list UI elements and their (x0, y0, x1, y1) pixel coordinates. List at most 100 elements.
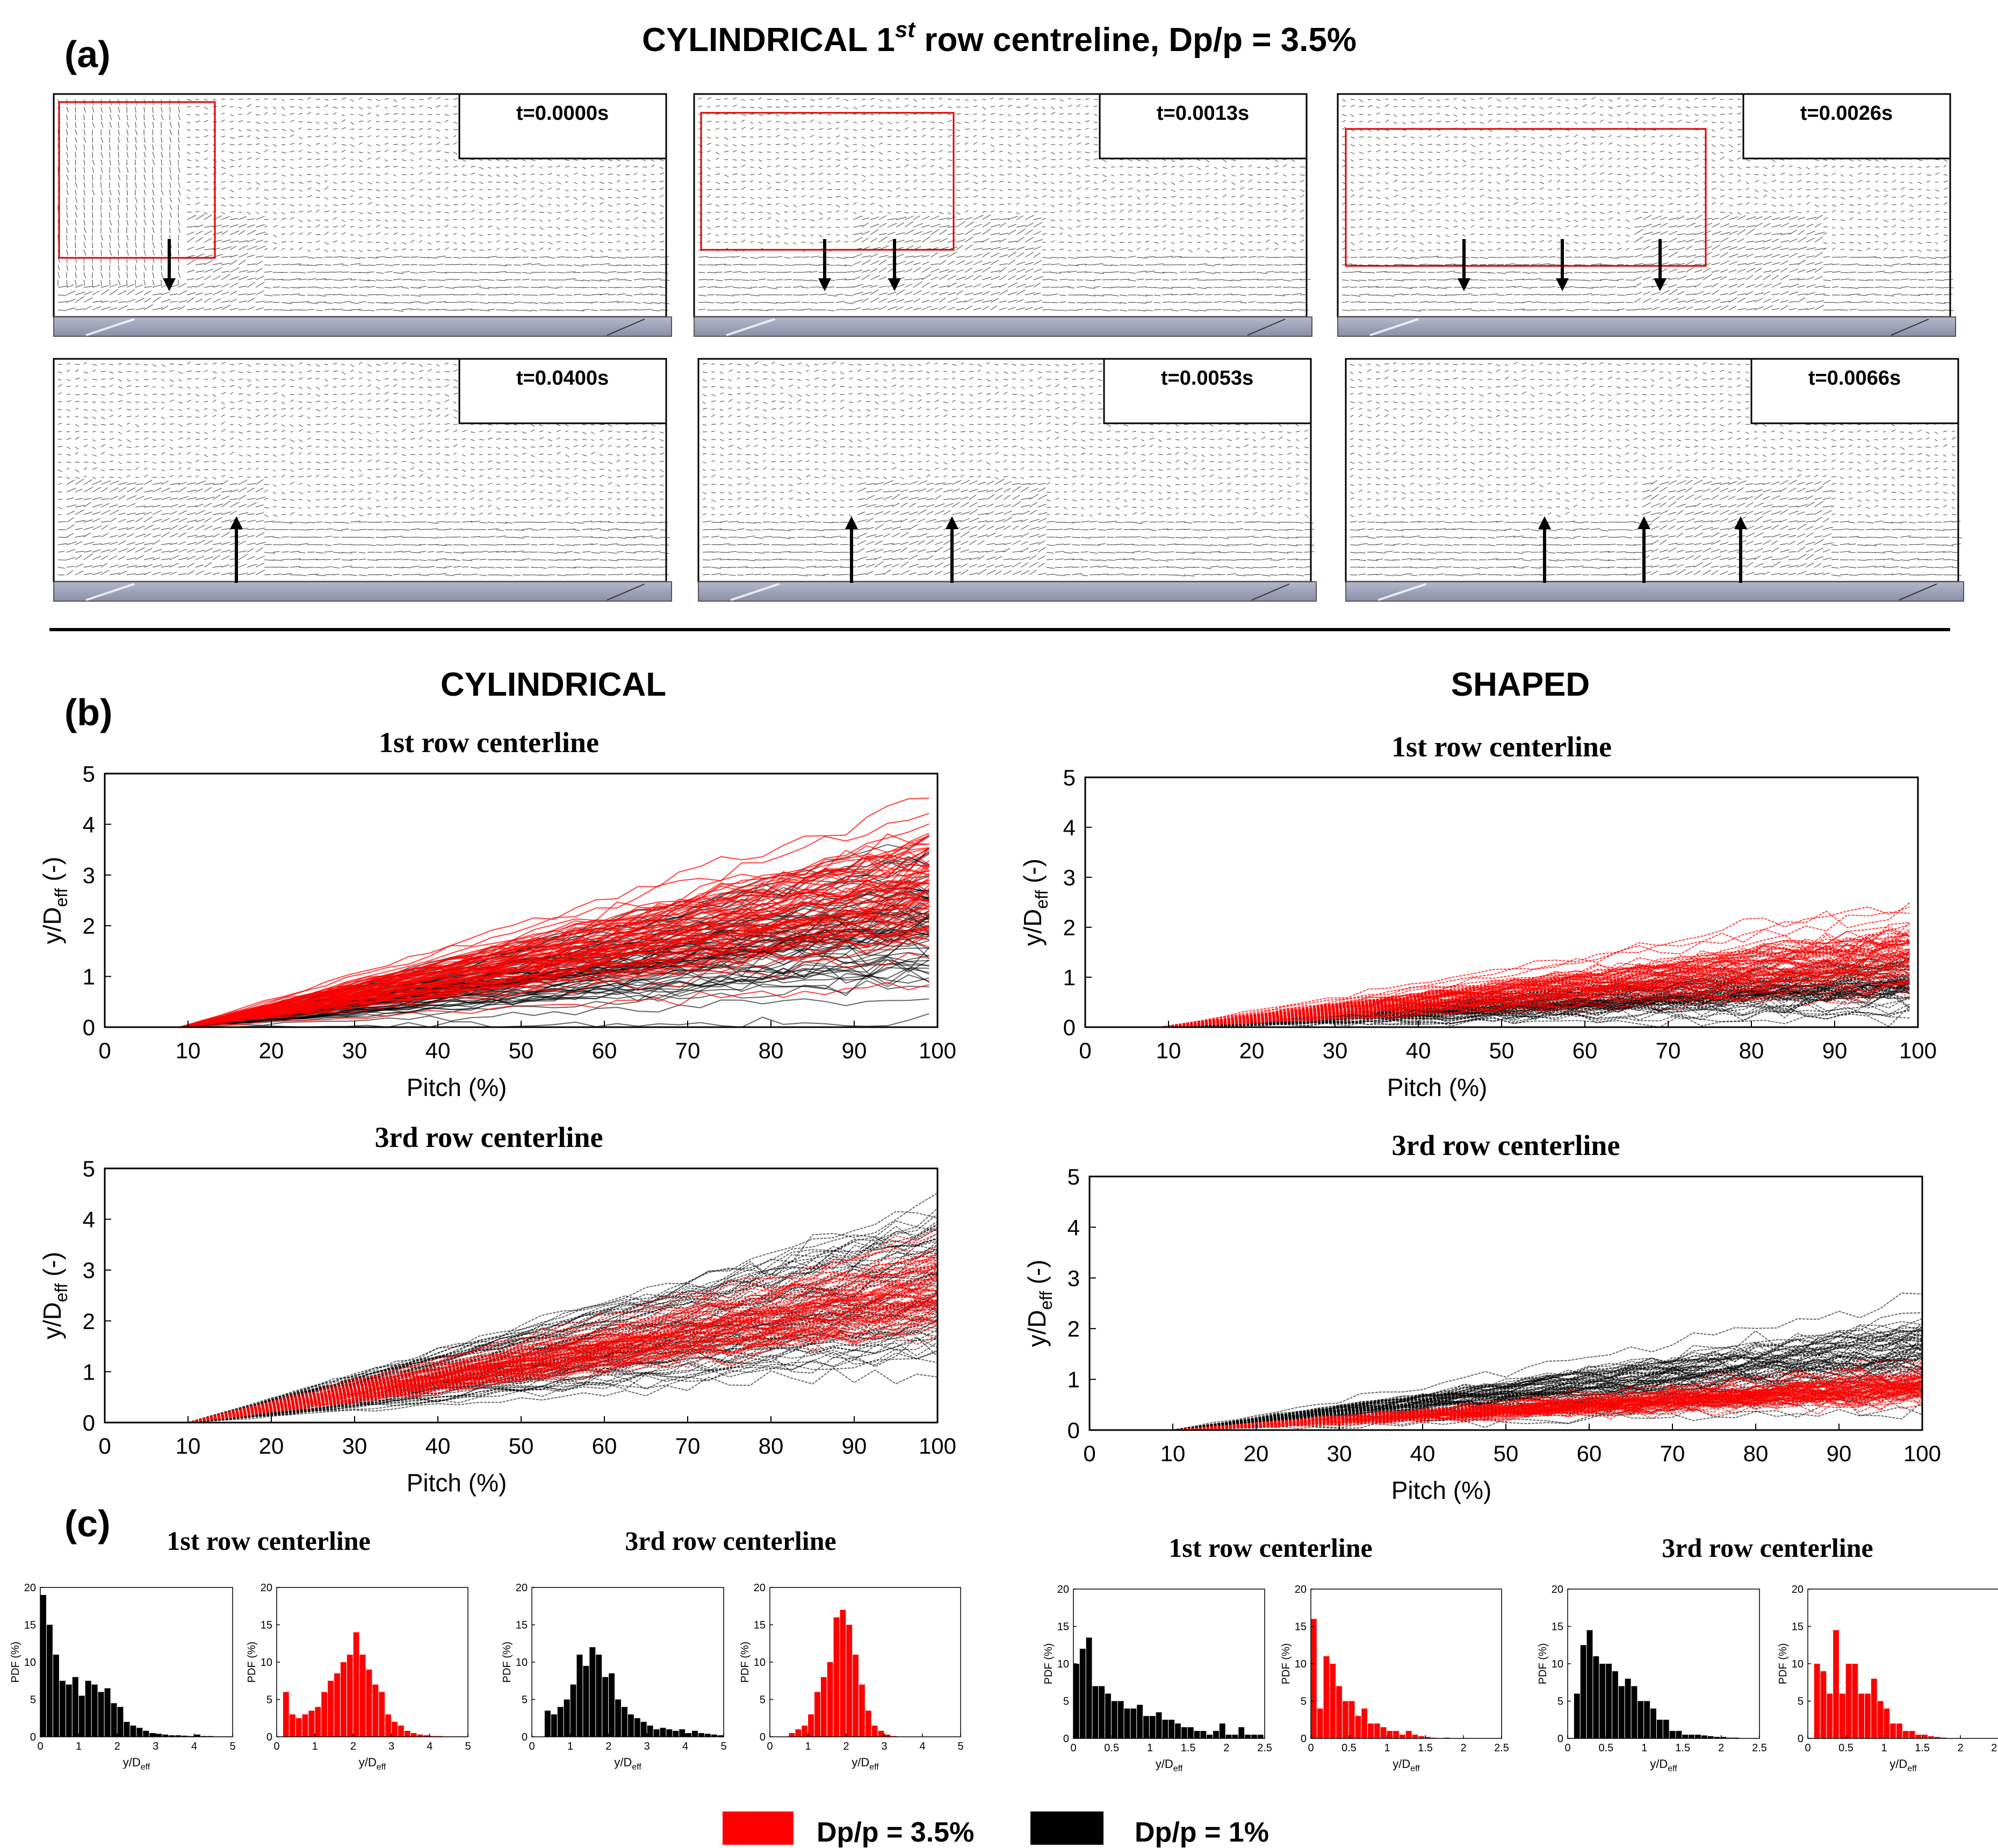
trajectory-line-red (179, 797, 929, 1027)
y-tick-label: 2 (83, 913, 95, 939)
x-tick-label: 10 (1156, 1038, 1181, 1063)
histogram-bar (840, 1609, 846, 1737)
y-tick-label: 3 (83, 1258, 95, 1283)
y-tick-label: 4 (83, 812, 95, 837)
trajectory-line-black (179, 1013, 929, 1027)
histogram-bar (1079, 1649, 1086, 1738)
trajectory-line-red (187, 1233, 937, 1423)
x-tick-label: 70 (675, 1433, 701, 1459)
histogram-bar (871, 1726, 878, 1737)
histogram-y-label: PDF (%) (10, 1642, 21, 1683)
histogram-y-tick-label: 10 (1552, 1658, 1563, 1670)
histogram-x-tick-label: 0.5 (1104, 1742, 1119, 1754)
histogram-bar (1676, 1731, 1682, 1738)
x-tick-label: 80 (759, 1433, 784, 1459)
x-tick-label: 0 (1079, 1038, 1091, 1063)
histogram-bar (417, 1734, 423, 1737)
trajectory-line-red (179, 900, 929, 1027)
trajectory-line-red (1160, 937, 1910, 1027)
piv-frame: t=0.0066s (1345, 358, 1964, 602)
trajectory-line-red (179, 882, 929, 1027)
time-label: t=0.0000s (516, 102, 609, 125)
trajectory-line-red (1172, 1375, 1922, 1430)
x-tick-label: 0 (98, 1433, 111, 1459)
histogram-x-label-main: y/D (614, 1756, 632, 1769)
histogram-bar (59, 1680, 66, 1737)
histogram-bar (789, 1733, 795, 1737)
histogram-x-tick-label: 2 (605, 1741, 611, 1752)
histogram-bar (802, 1726, 808, 1737)
panel-c-label: (c) (64, 1503, 111, 1544)
histogram-x-tick-label: 0 (273, 1741, 279, 1752)
histogram-y-tick-label: 5 (760, 1694, 766, 1706)
histogram-bar (46, 1625, 53, 1737)
quiver-vectors (1341, 96, 1954, 312)
x-tick-label: 60 (1573, 1038, 1598, 1063)
y-axis-label-main: y/D (1023, 1310, 1051, 1347)
histogram-bar (1714, 1737, 1720, 1738)
histogram-bar (1393, 1731, 1400, 1738)
histogram-bar (1852, 1664, 1858, 1738)
x-tick-label: 0 (1083, 1441, 1095, 1466)
roi-box (58, 101, 216, 259)
trajectory-line-red (187, 1254, 937, 1423)
time-box (458, 358, 667, 424)
histogram-bar (1149, 1716, 1156, 1738)
pdf-histogram: 0 0.5 1 1.5 2 2.5 0 5 10 15 20 y/Deff PDF (%) (1280, 1584, 1509, 1773)
histogram-bar (334, 1673, 340, 1737)
histogram-bar (589, 1647, 596, 1737)
y-tick-label: 1 (83, 964, 95, 990)
histogram-bar (1342, 1701, 1348, 1738)
histogram-y-tick-label: 20 (516, 1582, 528, 1594)
histogram-bar (194, 1734, 200, 1737)
trajectory-line-red (179, 903, 929, 1027)
histogram-bar (853, 1655, 859, 1737)
panel-b-label: (b) (64, 691, 112, 733)
x-tick-label: 50 (509, 1433, 534, 1459)
histogram-x-label-sub: eff (141, 1763, 150, 1772)
y-tick-label: 5 (83, 1156, 95, 1181)
trajectory-line-red (187, 1300, 937, 1423)
histogram-bar (1317, 1708, 1323, 1738)
y-axis-label-unit: (-) (38, 857, 66, 889)
x-tick-label: 10 (1160, 1441, 1186, 1466)
trajectory-line-red (187, 1308, 937, 1423)
y-axis-label-unit: (-) (1019, 858, 1047, 890)
y-axis-label-sub: eff (1032, 890, 1051, 909)
y-tick-label: 2 (1067, 1316, 1080, 1341)
panel-a-title-suffix: row centreline, Dp/p = 3.5% (915, 21, 1357, 59)
y-tick-label: 3 (1063, 865, 1076, 890)
x-tick-label: 90 (842, 1433, 867, 1459)
wall-hatch (607, 583, 645, 601)
pdf-histogram: 0 0.5 1 1.5 2 2.5 0 5 10 15 20 y/Deff PDF (%) (1777, 1584, 1998, 1773)
histogram-bar (1251, 1735, 1257, 1738)
histogram-x-label-main: y/D (852, 1756, 869, 1769)
histogram-bar (1827, 1693, 1833, 1738)
histogram-bar (1839, 1693, 1845, 1738)
x-tick-label: 100 (1899, 1038, 1937, 1063)
x-tick-label: 40 (425, 1038, 451, 1063)
trajectory-line-black (187, 1336, 937, 1423)
x-tick-label: 30 (1323, 1038, 1348, 1063)
histogram-bar (1820, 1671, 1827, 1738)
histogram-bar (1418, 1736, 1425, 1738)
histogram-x-tick-label: 5 (229, 1741, 235, 1752)
legend-swatch-red (723, 1811, 794, 1845)
histogram-x-tick-label: 1 (76, 1741, 82, 1752)
histogram-bar (576, 1655, 583, 1737)
trajectory-line-red (187, 1300, 937, 1423)
trajectory-line-black (187, 1266, 937, 1423)
histogram-x-tick-label: 2 (1957, 1742, 1963, 1754)
histogram-x-tick-label: 3 (881, 1741, 887, 1752)
histogram-group-title: 1st row centerline (1168, 1533, 1373, 1563)
histogram-x-tick-label: 5 (720, 1741, 726, 1752)
histogram-y-label: PDF (%) (1537, 1643, 1549, 1685)
histogram-x-label: y/Deff (852, 1756, 879, 1772)
histogram-bar (564, 1699, 570, 1737)
histogram-bar (1092, 1686, 1099, 1738)
trajectory-line-red (187, 1333, 937, 1423)
trajectory-line-black (179, 947, 930, 1027)
histogram-x-tick-label: 3 (153, 1741, 158, 1752)
